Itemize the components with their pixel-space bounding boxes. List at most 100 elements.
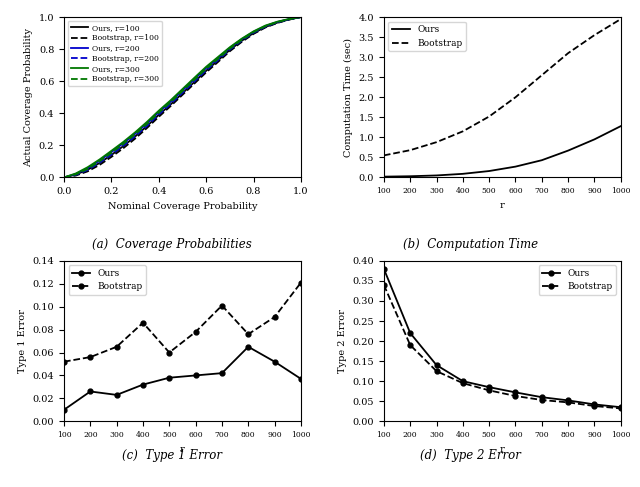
Bootstrap, r=100 <box>96 162 104 168</box>
Ours, r=300 <box>84 164 92 170</box>
Bootstrap, r=100 <box>108 154 115 160</box>
Ours <box>591 136 598 142</box>
Bootstrap, r=100 <box>179 92 186 98</box>
Ours, r=200 <box>84 165 92 171</box>
Ours, r=200 <box>297 14 305 20</box>
Ours, r=300 <box>214 54 222 60</box>
Bootstrap, r=100 <box>285 17 293 22</box>
Y-axis label: Actual Coverage Probability: Actual Coverage Probability <box>24 28 33 167</box>
Ours, r=300 <box>250 28 257 34</box>
Ours, r=200 <box>96 158 104 164</box>
Ours <box>459 378 467 384</box>
Bootstrap, r=100 <box>131 136 139 142</box>
Bootstrap <box>271 314 278 320</box>
Line: Bootstrap, r=200: Bootstrap, r=200 <box>64 17 301 177</box>
Bootstrap, r=100 <box>84 169 92 174</box>
Bootstrap, r=100 <box>273 20 281 26</box>
Ours, r=200 <box>179 88 186 94</box>
Legend: Ours, Bootstrap: Ours, Bootstrap <box>538 265 616 295</box>
Ours <box>591 401 598 407</box>
Ours, r=100 <box>131 133 139 139</box>
Ours <box>459 171 467 177</box>
Bootstrap, r=100 <box>60 174 68 180</box>
Ours, r=200 <box>191 76 198 82</box>
Ours, r=300 <box>202 64 210 70</box>
Ours <box>380 266 388 272</box>
Ours, r=100 <box>238 38 246 44</box>
Bootstrap, r=300 <box>167 99 175 105</box>
X-axis label: r: r <box>500 445 505 453</box>
Bootstrap, r=200 <box>250 30 257 36</box>
Bootstrap, r=200 <box>120 143 127 149</box>
Ours, r=100 <box>179 90 186 96</box>
Ours, r=300 <box>179 86 186 92</box>
Bootstrap, r=300 <box>297 14 305 20</box>
Ours <box>166 375 173 381</box>
Bootstrap, r=200 <box>191 78 198 84</box>
Line: Bootstrap, r=100: Bootstrap, r=100 <box>64 17 301 177</box>
Ours, r=300 <box>155 108 163 113</box>
Bootstrap, r=300 <box>238 37 246 43</box>
Ours, r=200 <box>273 19 281 25</box>
Ours, r=100 <box>155 112 163 118</box>
Ours <box>297 376 305 382</box>
Ours <box>86 389 94 394</box>
Ours, r=200 <box>238 36 246 42</box>
Bootstrap <box>485 113 493 119</box>
Bootstrap <box>218 302 226 308</box>
Bootstrap, r=200 <box>179 90 186 95</box>
Ours <box>406 173 414 179</box>
Ours, r=100 <box>143 123 151 129</box>
Bootstrap <box>433 368 440 374</box>
Ours, r=100 <box>273 20 281 26</box>
Ours, r=300 <box>226 44 234 50</box>
Bootstrap, r=300 <box>273 19 281 25</box>
Bootstrap, r=300 <box>60 174 68 180</box>
Ours <box>511 164 519 169</box>
Bootstrap, r=200 <box>167 101 175 107</box>
Ours, r=100 <box>214 57 222 63</box>
Bootstrap, r=200 <box>155 112 163 117</box>
Ours <box>218 370 226 376</box>
Bootstrap <box>591 403 598 409</box>
Line: Bootstrap, r=300: Bootstrap, r=300 <box>64 17 301 177</box>
Ours, r=200 <box>202 65 210 71</box>
Ours, r=200 <box>131 131 139 137</box>
Bootstrap <box>459 380 467 386</box>
Ours, r=100 <box>96 160 104 166</box>
Bootstrap <box>380 152 388 158</box>
Bootstrap <box>86 354 94 360</box>
Bootstrap, r=300 <box>250 29 257 35</box>
Ours <box>485 168 493 174</box>
Bootstrap <box>511 94 519 100</box>
Bootstrap <box>564 50 572 56</box>
Bootstrap <box>166 350 173 356</box>
Bootstrap, r=100 <box>202 70 210 75</box>
Bootstrap, r=200 <box>262 24 269 30</box>
Bootstrap, r=200 <box>131 133 139 139</box>
Line: Bootstrap: Bootstrap <box>384 19 621 155</box>
Bootstrap, r=100 <box>262 24 269 30</box>
Legend: Ours, r=100, Bootstrap, r=100, Ours, r=200, Bootstrap, r=200, Ours, r=300, Boots: Ours, r=100, Bootstrap, r=100, Ours, r=2… <box>68 21 161 86</box>
Ours, r=100 <box>202 68 210 74</box>
Ours, r=200 <box>72 171 80 177</box>
Ours <box>406 330 414 336</box>
Ours, r=300 <box>120 139 127 145</box>
Bootstrap <box>380 282 388 288</box>
Ours <box>564 397 572 403</box>
Ours, r=100 <box>120 143 127 149</box>
Line: Ours: Ours <box>384 126 621 177</box>
Ours <box>192 373 200 378</box>
Ours, r=300 <box>108 148 115 154</box>
Ours, r=200 <box>250 29 257 35</box>
Bootstrap, r=100 <box>238 39 246 45</box>
Bootstrap <box>406 342 414 348</box>
Ours, r=300 <box>297 14 305 20</box>
Y-axis label: Type 2 Error: Type 2 Error <box>338 309 347 373</box>
Bootstrap <box>564 399 572 405</box>
Text: (a)  Coverage Probabilities: (a) Coverage Probabilities <box>92 239 252 251</box>
Line: Ours: Ours <box>381 266 623 410</box>
Bootstrap <box>459 129 467 134</box>
Ours <box>60 407 68 412</box>
Bootstrap, r=100 <box>143 125 151 131</box>
